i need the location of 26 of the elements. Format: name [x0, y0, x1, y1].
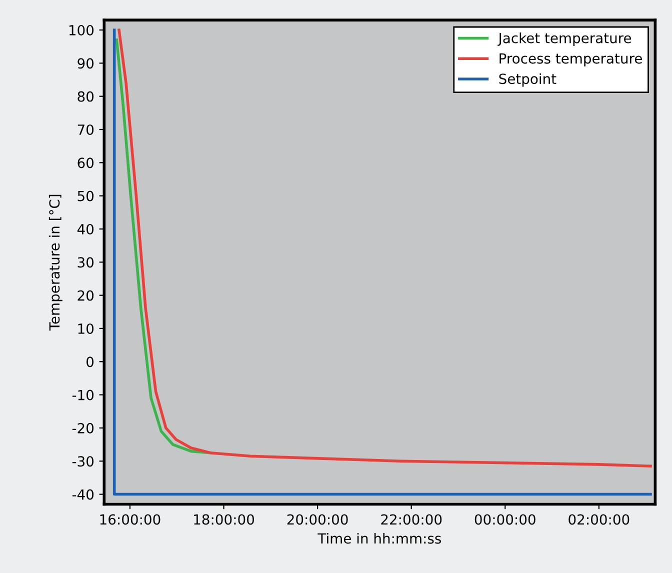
legend-label: Process temperature — [500, 53, 642, 66]
y-tick-label: 70 — [78, 124, 94, 135]
x-axis-title: Time in hh:mm:ss — [318, 532, 441, 544]
y-tick-label: 40 — [77, 224, 94, 234]
y-tick-label: 60 — [78, 158, 94, 168]
x-tick-label: 22:00:00 — [381, 514, 442, 525]
y-tick-label: -10 — [72, 390, 94, 400]
x-tick-label: 16:00:00 — [100, 514, 160, 525]
x-tick-label: 02:00:00 — [568, 514, 630, 525]
y-tick-label: 100 — [69, 24, 94, 36]
x-tick-label: 00:00:00 — [474, 514, 536, 525]
y-axis-title: Temperature in [°C] — [48, 194, 62, 331]
y-tick-label: 90 — [78, 58, 94, 69]
legend-label: Setpoint — [499, 73, 556, 87]
y-tick-label: 30 — [78, 257, 94, 268]
y-tick-label: -20 — [72, 422, 94, 434]
y-tick-label: 20 — [78, 290, 94, 301]
y-tick-label: -30 — [72, 456, 94, 467]
x-tick-label: 20:00:00 — [287, 514, 348, 525]
legend-label: Jacket temperature — [498, 32, 632, 46]
y-tick-label: 50 — [78, 190, 94, 202]
y-tick-label: 80 — [78, 91, 94, 102]
y-tick-label: 0 — [86, 356, 94, 368]
y-tick-label: -40 — [72, 489, 94, 500]
y-tick-label: 10 — [78, 323, 94, 334]
x-tick-label: 18:00:00 — [194, 514, 254, 525]
